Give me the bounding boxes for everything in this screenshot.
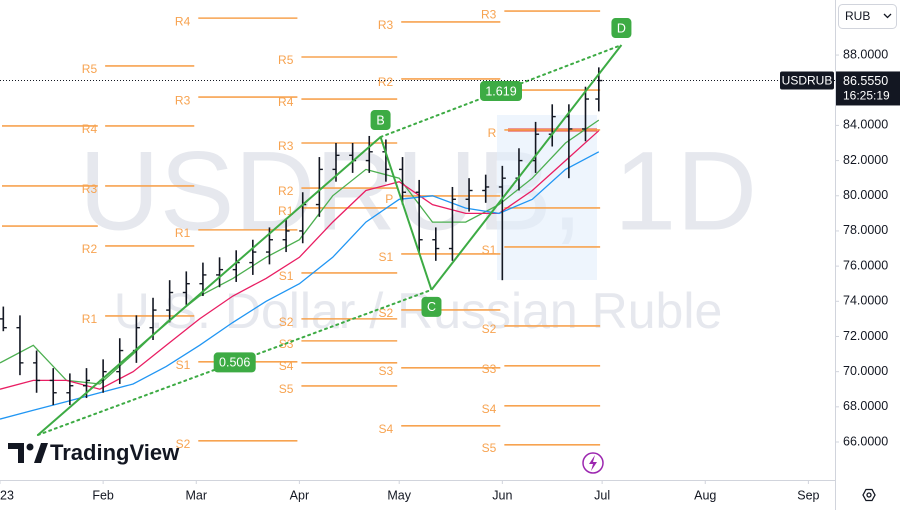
logo-text: TradingView — [50, 440, 180, 465]
pivot-label: S3 — [379, 364, 394, 378]
pivot-label: R2 — [378, 75, 394, 89]
logo-icon — [34, 443, 48, 463]
pivot-label: R3 — [82, 182, 98, 196]
pivot-label: R — [488, 126, 497, 140]
pattern-label: B — [376, 113, 384, 127]
pattern-label-box — [213, 352, 256, 373]
moving-average — [0, 151, 600, 420]
currency-select-chevron[interactable] — [883, 13, 892, 19]
pivot-label: R3 — [278, 139, 294, 153]
pivot-label: S2 — [482, 322, 497, 336]
pivot-label: R2 — [278, 184, 294, 198]
logo: TradingView — [8, 440, 180, 465]
y-tick-label: 78.0000 — [843, 223, 888, 237]
pattern-label-box — [370, 110, 391, 131]
pivot-label: S5 — [482, 441, 497, 455]
pattern-leg — [379, 136, 433, 291]
pivot-label: R2 — [82, 242, 98, 256]
overlay: B C D 0.506 1.619 — [213, 18, 632, 373]
y-tick-label: 84.0000 — [843, 118, 888, 132]
symbol-label-box — [780, 71, 834, 90]
settings-icon[interactable] — [862, 488, 876, 502]
pattern-leg — [430, 44, 623, 291]
y-tick-label: 76.0000 — [843, 258, 888, 272]
y-tick-label: 72.0000 — [843, 329, 888, 343]
pivot-label: S4 — [379, 422, 394, 436]
pivot-label: S2 — [176, 437, 191, 451]
pivot-label: S1 — [176, 358, 191, 372]
x-tick-label: Aug — [694, 488, 716, 502]
pivot-label: S2 — [279, 315, 294, 329]
pivot-label: R3 — [175, 93, 191, 107]
watermark: USDRUB, 1D — [79, 129, 757, 254]
pivot-label: S4 — [279, 359, 294, 373]
pivot-label: R1 — [82, 312, 98, 326]
pivot-label: R5 — [278, 53, 294, 67]
pivot-label: R1 — [278, 204, 294, 218]
countdown-label: 16:25:19 — [843, 89, 890, 103]
pattern-label: D — [617, 21, 626, 35]
pattern-leg — [37, 136, 382, 436]
x-tick-label: Jul — [594, 488, 610, 502]
x-tick-label: Sep — [797, 488, 819, 502]
symbol-label: USDRUB — [782, 74, 833, 88]
y-tick-label: 88.0000 — [843, 47, 888, 61]
x-tick-label: Feb — [92, 488, 114, 502]
y-tick-label: 66.0000 — [843, 434, 888, 448]
y-tick-label: 74.0000 — [843, 294, 888, 308]
settings-button[interactable] — [862, 488, 876, 502]
pattern-label: 1.619 — [485, 84, 516, 98]
pivot-label: R4 — [278, 95, 294, 109]
pattern-label-box — [611, 18, 632, 39]
pivot-label: S5 — [279, 382, 294, 396]
pivot-label: S1 — [482, 243, 497, 257]
pivot-label: R1 — [175, 226, 191, 240]
pivot-label: R3 — [481, 7, 497, 21]
pivot-label: P — [385, 192, 393, 206]
pivot-label: S2 — [379, 306, 394, 320]
pattern-label: C — [427, 300, 436, 314]
pivot-label: S1 — [279, 269, 294, 283]
last-price-label: 86.5550 — [843, 74, 888, 88]
settings-icon[interactable] — [866, 492, 872, 498]
logo-icon — [8, 443, 24, 463]
currency-select-label[interactable]: RUB — [845, 9, 870, 23]
alert-icon-bolt[interactable] — [589, 455, 597, 471]
pivot-label: R4 — [175, 14, 191, 28]
y-tick-label: 82.0000 — [843, 153, 888, 167]
pattern-label-box — [421, 296, 442, 317]
y-tick-label: 80.0000 — [843, 188, 888, 202]
watermark-subtitle: U.S. Dollar / Russian Ruble — [114, 283, 723, 339]
pivot-label: S3 — [482, 362, 497, 376]
x-tick-label: May — [387, 488, 411, 502]
alert-icon[interactable] — [582, 452, 604, 474]
currency-select-box[interactable] — [838, 4, 897, 29]
last-price-box — [836, 71, 900, 106]
moving-average — [0, 119, 600, 385]
currency-select[interactable]: RUB — [838, 4, 897, 29]
x-tick-label: Jun — [492, 488, 512, 502]
pivot-label: S1 — [379, 250, 394, 264]
pivot-label: R3 — [378, 18, 394, 32]
x-tick-label: Mar — [186, 488, 208, 502]
pivot-label: S4 — [482, 402, 497, 416]
pattern-label: 0.506 — [219, 356, 250, 370]
x-tick-label: Apr — [290, 488, 309, 502]
y-tick-label: 70.0000 — [843, 364, 888, 378]
plot-area: USDRUB, 1D U.S. Dollar / Russian Ruble R… — [0, 7, 835, 455]
pattern-label-box — [480, 81, 522, 102]
logo-icon — [26, 443, 34, 451]
pivot-label: R5 — [82, 62, 98, 76]
x-tick-label: 2023 — [0, 488, 14, 502]
y-tick-label: 68.0000 — [843, 399, 888, 413]
pivot-label: R4 — [82, 122, 98, 136]
